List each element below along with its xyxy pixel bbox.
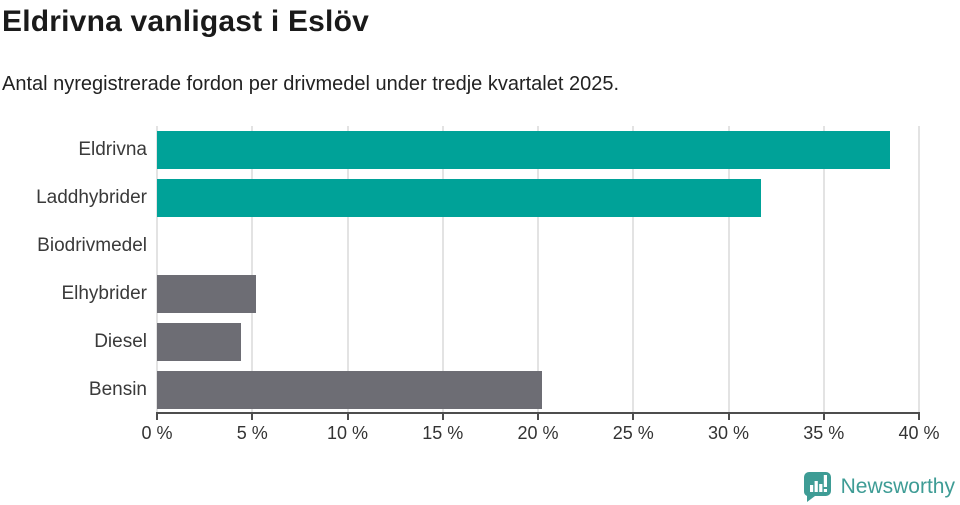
bar-eldrivna: [157, 131, 891, 169]
x-axis-tick-10: [346, 414, 349, 420]
x-axis-tick-35: [822, 414, 825, 420]
x-axis-tick-15: [441, 414, 444, 420]
x-axis-line: [156, 412, 920, 414]
x-axis-tick-5: [251, 414, 254, 420]
category-label-bensin: Bensin: [88, 379, 147, 400]
gridline-35: [822, 126, 825, 413]
category-label-laddhybrider: Laddhybrider: [36, 187, 147, 208]
gridline-15: [441, 126, 444, 413]
bar-elhybrider: [157, 275, 257, 313]
category-label-eldrivna: Eldrivna: [78, 139, 147, 160]
x-tick-label-10: 10 %: [326, 423, 369, 443]
x-tick-label-25: 25 %: [612, 423, 654, 443]
bar-chart-speech-bubble-icon: [803, 472, 831, 502]
gridline-0: [156, 126, 158, 413]
x-tick-label-35: 35 %: [803, 423, 845, 443]
x-axis-tick-20: [537, 414, 539, 420]
gridline-40: [918, 126, 920, 413]
newsworthy-logo[interactable]: Newsworthy: [803, 471, 955, 502]
x-tick-label-40: 40 %: [898, 423, 940, 443]
x-tick-label-20: 20 %: [517, 423, 559, 443]
bar-bensin: [157, 371, 542, 409]
bar-diesel: [157, 323, 241, 361]
category-label-diesel: Diesel: [94, 331, 147, 352]
gridline-5: [251, 126, 254, 413]
gridline-20: [537, 126, 539, 413]
x-tick-label-5: 5 %: [236, 423, 268, 443]
x-tick-label-0: 0 %: [141, 423, 173, 443]
gridline-10: [346, 126, 349, 413]
chart-title: Eldrivna vanligast i Eslöv: [2, 5, 370, 38]
x-axis-tick-0: [156, 414, 158, 420]
x-tick-label-30: 30 %: [707, 423, 750, 443]
brand-name: Newsworthy: [840, 474, 955, 498]
gridline-25: [632, 126, 635, 413]
x-axis-tick-30: [727, 414, 730, 420]
category-label-biodrivmedel: Biodrivmedel: [37, 235, 147, 256]
x-tick-label-15: 15 %: [422, 423, 464, 443]
x-axis-tick-40: [918, 414, 920, 420]
gridline-30: [727, 126, 730, 413]
chart-subtitle: Antal nyregistrerade fordon per drivmede…: [2, 73, 620, 95]
category-label-elhybrider: Elhybrider: [61, 283, 147, 304]
x-axis-tick-25: [632, 414, 635, 420]
bar-laddhybrider: [157, 179, 761, 217]
